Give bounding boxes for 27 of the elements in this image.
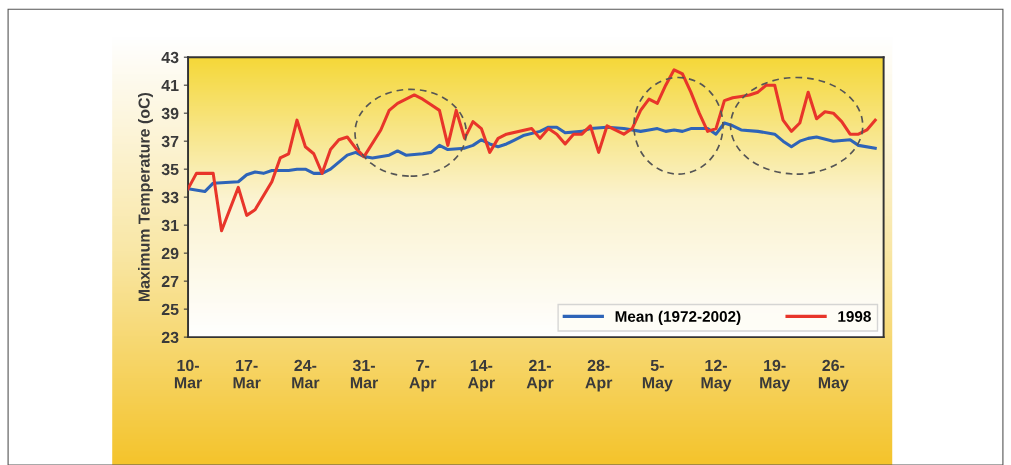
- x-tick-label: 31- Mar: [350, 359, 378, 389]
- y-tick-label: 27: [161, 275, 179, 287]
- y-tick-label: 25: [161, 303, 179, 316]
- y-axis-title: Maximum Temperature (oC): [138, 92, 153, 302]
- line-series: [188, 68, 877, 233]
- x-tick-label: 10- Mar: [174, 359, 203, 389]
- legend-label: 1998: [838, 311, 871, 322]
- x-tick-label: 5- May: [642, 359, 673, 392]
- y-tick-label: 23: [161, 331, 179, 344]
- y-tick-label: 31: [161, 219, 179, 232]
- y-tick-label: 29: [161, 247, 179, 260]
- x-tick-label: 21- Apr: [526, 359, 554, 392]
- x-tick-label: 24- Mar: [292, 359, 320, 389]
- y-tick-label: 41: [161, 79, 179, 91]
- x-tick-label: 7- Apr: [409, 359, 437, 392]
- y-tick-label: 33: [161, 191, 179, 204]
- x-tick-label: 28- Apr: [585, 359, 613, 392]
- x-tick-label: 17- Mar: [233, 359, 261, 389]
- x-tick-label: 12- May: [701, 359, 732, 392]
- y-tick-label: 43: [161, 51, 179, 64]
- y-tick-label: 37: [161, 135, 179, 148]
- x-tick-label: 14- Apr: [468, 359, 495, 392]
- x-tick-label: 19- May: [760, 359, 791, 392]
- y-tick-label: 39: [161, 107, 179, 120]
- x-tick-label: 26- May: [818, 359, 849, 392]
- legend-label: Mean (1972-2002): [615, 310, 741, 325]
- y-tick-label: 35: [161, 163, 179, 176]
